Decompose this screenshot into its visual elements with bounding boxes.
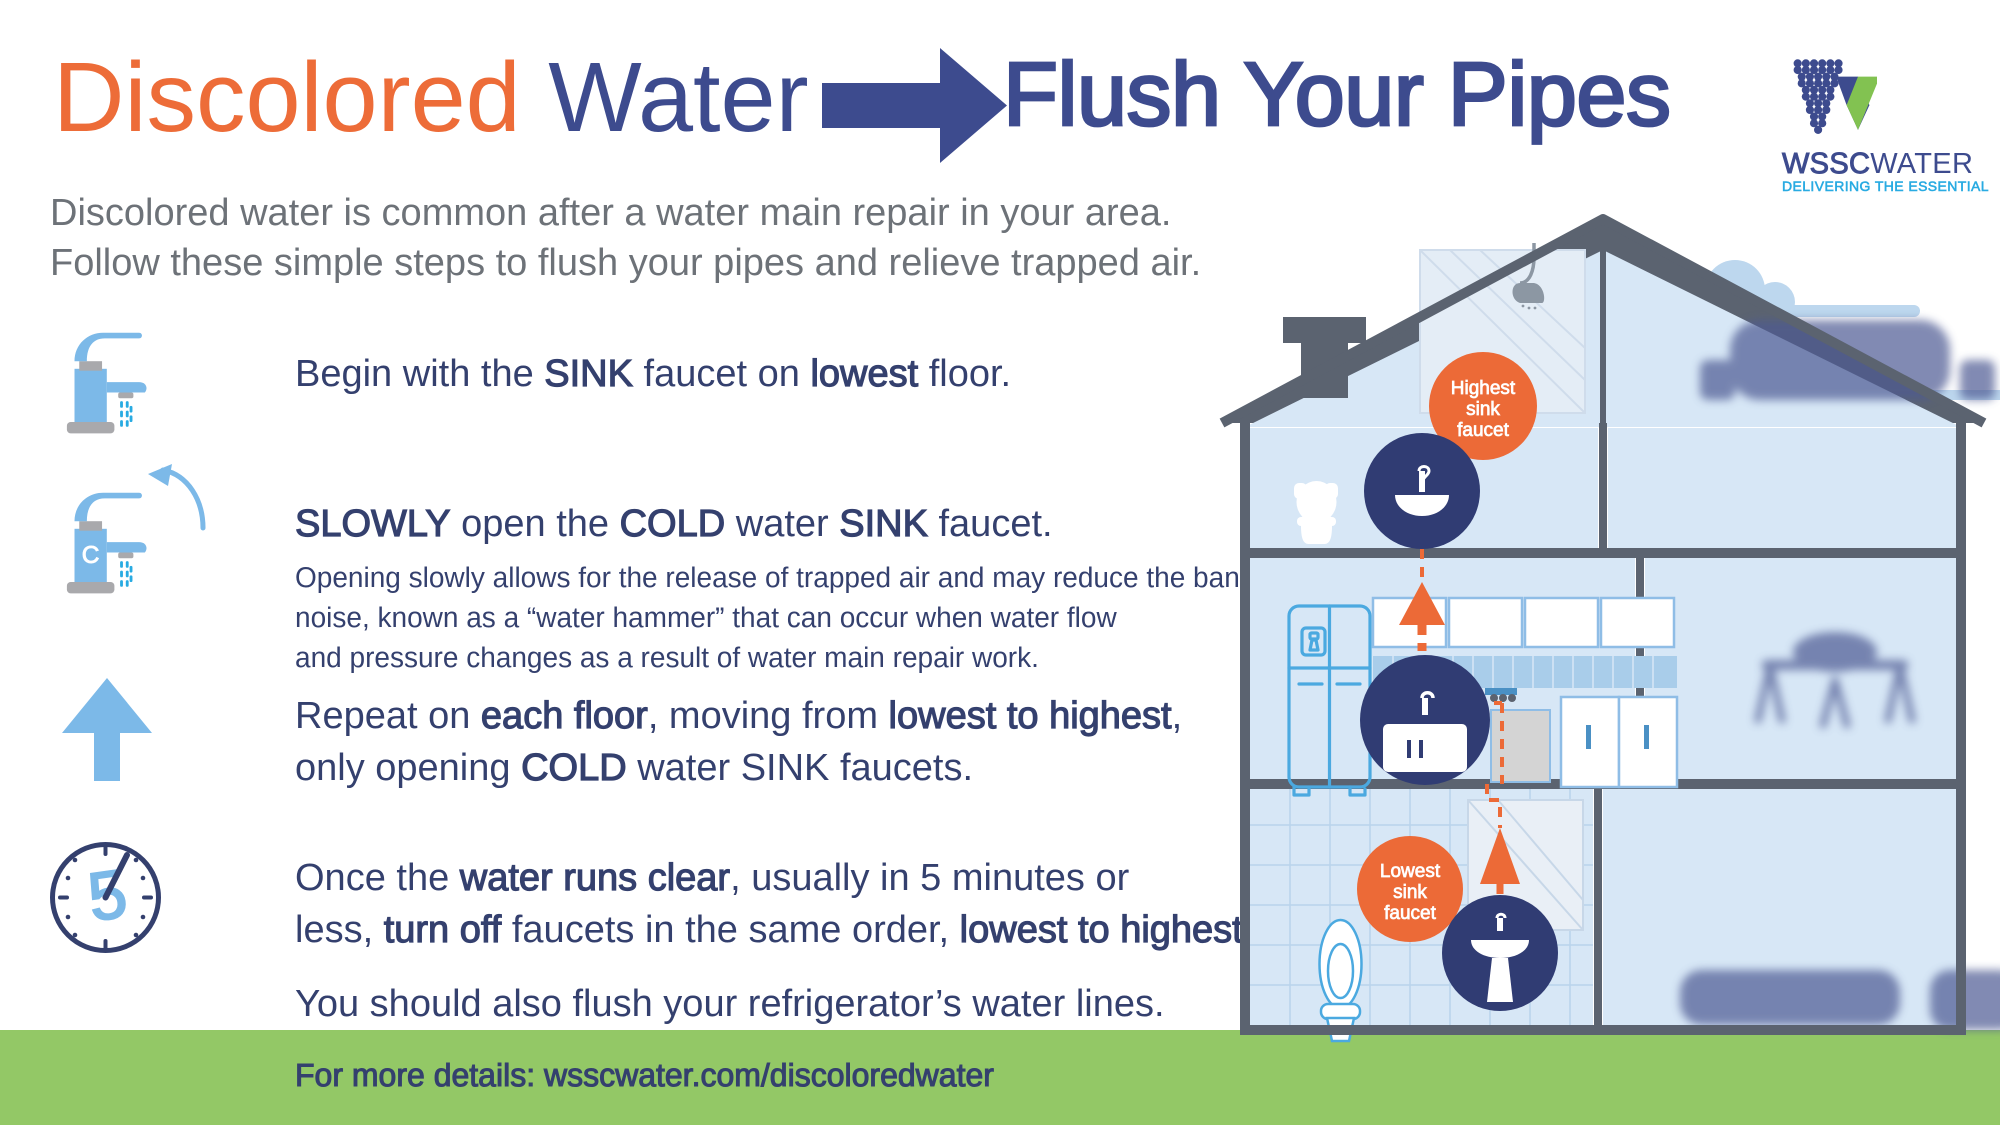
- svg-text:sink: sink: [1393, 882, 1428, 903]
- svg-text:Lowest: Lowest: [1380, 861, 1441, 882]
- svg-text:Highest: Highest: [1451, 378, 1516, 399]
- svg-text:sink: sink: [1466, 399, 1501, 420]
- svg-text:faucet: faucet: [1383, 903, 1436, 924]
- svg-text:faucet: faucet: [1456, 420, 1509, 441]
